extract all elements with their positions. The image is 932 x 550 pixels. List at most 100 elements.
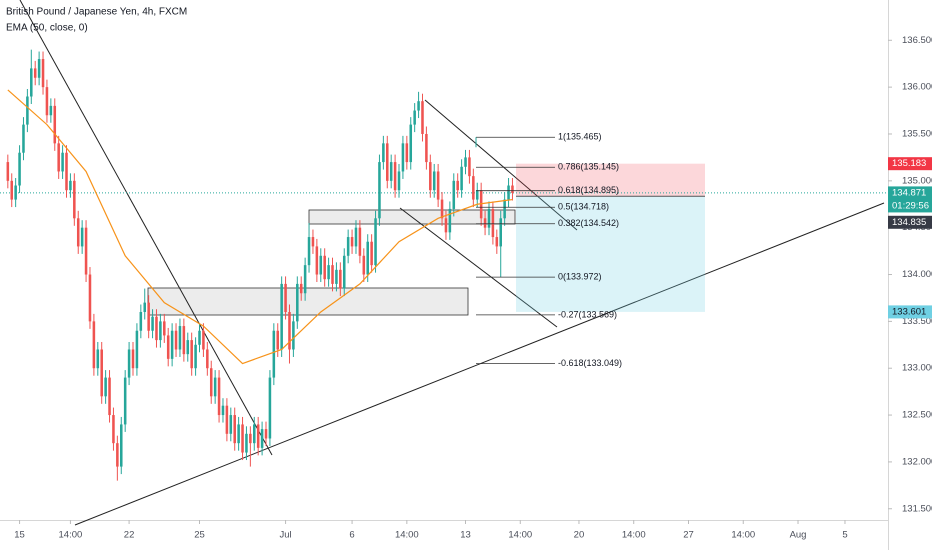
candle-body	[432, 171, 436, 191]
candle-body	[393, 162, 397, 191]
candle-body	[131, 349, 135, 369]
candle-body	[311, 237, 315, 247]
candle-body	[429, 162, 432, 191]
candle-body	[276, 330, 280, 350]
candle-body	[143, 302, 147, 312]
candle-body	[335, 269, 338, 284]
x-tick-label: Aug	[790, 530, 807, 541]
candle-body	[178, 326, 182, 350]
candle-body	[323, 255, 326, 280]
candle-body	[350, 237, 354, 247]
trendline	[19, 0, 273, 456]
candle-body	[464, 157, 467, 167]
candle-body	[354, 227, 358, 247]
candle-body	[452, 180, 456, 209]
chart-title: British Pound / Japanese Yen, 4h, FXCM	[6, 7, 187, 18]
candle-body	[100, 349, 103, 397]
candle-body	[170, 330, 174, 359]
y-tick-label: 131.500	[902, 503, 932, 514]
candle-body	[225, 405, 229, 434]
candle-body	[409, 124, 413, 163]
candle-body	[237, 424, 240, 444]
candle-body	[366, 241, 369, 275]
candle-body	[147, 302, 150, 331]
y-tick-label: 134.000	[902, 269, 932, 280]
candle-body	[475, 190, 479, 200]
candle-body	[253, 424, 256, 444]
candle-body	[174, 330, 178, 350]
candle-body	[61, 152, 64, 172]
x-tick-label: 14:00	[59, 530, 83, 541]
y-tick-label: 135.000	[902, 175, 932, 186]
candle-body	[14, 185, 17, 200]
candle-body	[401, 143, 405, 172]
candle-body	[421, 101, 424, 134]
x-tick-label: 20	[574, 530, 585, 541]
fib-label: 0.786(135.145)	[558, 162, 619, 172]
candle-body	[503, 199, 506, 219]
x-tick-label: 25	[194, 530, 205, 541]
candle-body	[104, 377, 107, 397]
candle-body	[10, 180, 14, 200]
candle-body	[53, 105, 57, 144]
candle-body	[221, 405, 225, 416]
candle-body	[26, 96, 29, 125]
candle-body	[499, 218, 502, 247]
y-tick-label: 133.000	[902, 363, 932, 374]
candle-body	[472, 176, 475, 200]
y-tick-label: 132.000	[902, 456, 932, 467]
price-label-box	[888, 157, 932, 171]
candle-body	[198, 330, 201, 345]
candle-body	[233, 415, 236, 444]
channel-line	[424, 99, 578, 231]
candle-body	[495, 237, 499, 247]
candle-body	[425, 133, 428, 163]
y-tick-label: 132.500	[902, 410, 932, 421]
candle-body	[127, 349, 131, 378]
candle-body	[307, 237, 311, 266]
candle-body	[88, 274, 92, 322]
candle-body	[405, 143, 409, 163]
candle-body	[41, 59, 45, 88]
candle-body	[331, 265, 334, 284]
candle-body	[292, 321, 295, 350]
candle-body	[280, 283, 283, 350]
price-label: 134.871	[892, 187, 926, 198]
candle-body	[456, 180, 459, 191]
candle-body	[491, 208, 495, 238]
candle-body	[483, 218, 487, 228]
candle-body	[346, 237, 350, 256]
candle-body	[382, 143, 385, 163]
candle-body	[511, 185, 514, 194]
fib-label: 0.618(134.895)	[558, 185, 619, 195]
x-tick-label: 14:00	[622, 530, 646, 541]
x-tick-label: 14:00	[395, 530, 419, 541]
candle-body	[436, 171, 440, 200]
candle-body	[135, 330, 139, 369]
candle-body	[159, 321, 162, 341]
candle-body	[370, 241, 373, 266]
price-label: 133.601	[892, 306, 926, 317]
candle-body	[389, 162, 393, 181]
candle-body	[209, 368, 213, 397]
candle-body	[362, 255, 366, 275]
price-label: 134.835	[892, 217, 926, 228]
x-tick-label: 6	[349, 530, 354, 541]
candle-body	[299, 283, 303, 294]
countdown: 01:29:56	[892, 200, 929, 211]
candle-body	[151, 316, 154, 331]
candle-body	[119, 424, 123, 467]
candle-body	[73, 180, 76, 219]
candle-body	[487, 208, 491, 228]
candle-body	[241, 424, 244, 453]
x-tick-label: 14:00	[731, 530, 755, 541]
candle-body	[194, 344, 197, 369]
candle-body	[229, 415, 233, 434]
candle-body	[217, 377, 221, 416]
price-label: 135.183	[892, 158, 926, 169]
candle-body	[413, 110, 416, 125]
candle-body	[460, 166, 463, 191]
x-tick-label: 15	[14, 530, 25, 541]
